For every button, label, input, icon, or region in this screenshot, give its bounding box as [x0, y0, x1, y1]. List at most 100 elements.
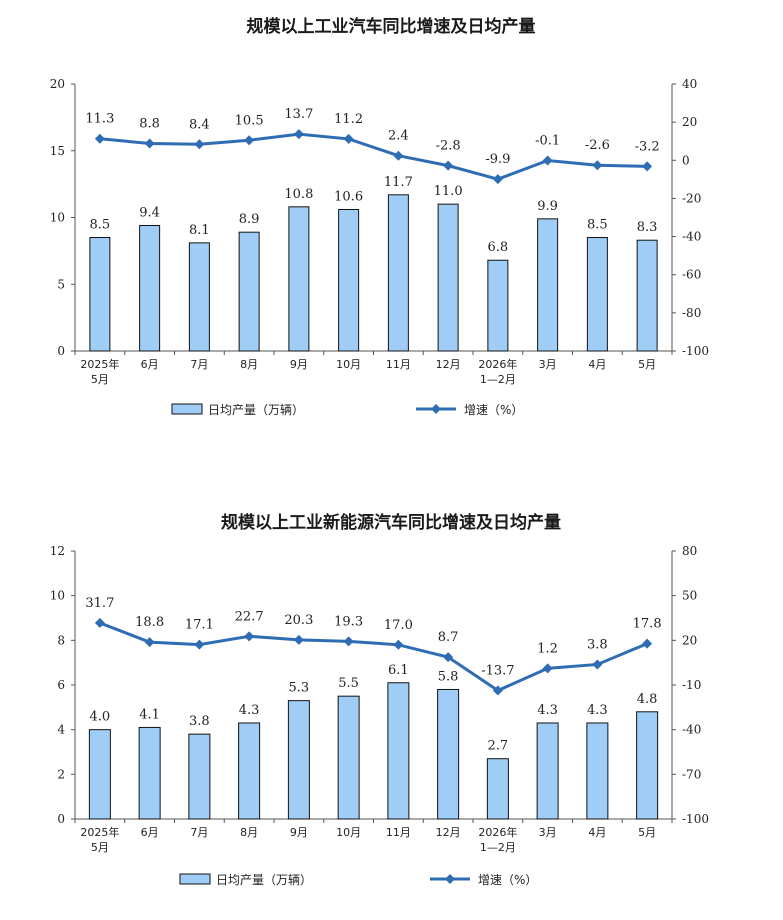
growth-value-label: -2.8 [436, 139, 461, 154]
bar-value-label: 4.3 [239, 703, 260, 718]
category-label: 4月 [588, 826, 606, 839]
bar-value-label: 6.8 [488, 240, 509, 255]
legend-line-label: 增速（%） [478, 873, 537, 887]
left-tick-label: 8 [57, 633, 65, 647]
growth-point [244, 631, 255, 642]
growth-point [94, 133, 105, 144]
bar-value-label: 6.1 [388, 663, 409, 678]
growth-value-label: 11.2 [334, 112, 363, 127]
bar-value-label: 2.7 [488, 739, 509, 754]
bar [287, 700, 310, 820]
category-label: 7月 [190, 358, 208, 371]
legend-line-marker [431, 404, 441, 414]
right-tick-label: -40 [682, 230, 701, 244]
right-tick-label: -10 [682, 678, 701, 692]
growth-point [393, 150, 404, 161]
left-tick-label: 5 [57, 277, 65, 291]
legend-bar-swatch [171, 403, 203, 415]
bar [288, 206, 310, 352]
right-tick-label: 20 [682, 633, 697, 647]
bar [387, 682, 410, 820]
growth-value-label: 19.3 [334, 614, 363, 629]
bar [337, 695, 360, 820]
left-tick-label: 4 [57, 723, 65, 737]
legend-line-marker [445, 874, 455, 884]
growth-point [542, 663, 553, 674]
category-label: 3月 [539, 358, 557, 371]
growth-value-label: 22.7 [235, 609, 264, 624]
growth-line [99, 621, 648, 693]
chart-title: 规模以上工业新能源汽车同比增速及日均产量 [221, 512, 561, 533]
category-label: 5月 [91, 373, 109, 386]
growth-value-label: 1.2 [537, 641, 558, 656]
category-label: 11月 [386, 826, 411, 839]
right-tick-label: -20 [682, 191, 701, 205]
bar-value-label: 4.1 [139, 707, 160, 722]
bar [138, 726, 161, 820]
right-tick-label: 20 [682, 115, 697, 129]
category-label: 10月 [336, 358, 361, 371]
bar-value-label: 8.3 [637, 220, 658, 235]
bar [238, 722, 261, 820]
left-tick-label: 0 [57, 812, 65, 826]
right-tick-label: -70 [682, 767, 701, 781]
category-label: 12月 [436, 826, 461, 839]
category-label: 8月 [240, 358, 258, 371]
growth-value-label: 20.3 [284, 613, 313, 628]
left-tick-label: 12 [50, 544, 65, 558]
bar [536, 722, 559, 820]
category-label: 6月 [141, 826, 159, 839]
growth-value-label: 17.1 [185, 618, 214, 633]
growth-point [343, 133, 354, 144]
growth-point [492, 685, 503, 696]
bar-value-label: 5.5 [338, 676, 359, 691]
growth-point [94, 617, 105, 628]
left-tick-label: 10 [50, 589, 65, 603]
growth-point [194, 139, 205, 150]
bar [338, 208, 360, 352]
bar [188, 242, 210, 352]
bar [487, 259, 509, 352]
bar [437, 688, 460, 820]
chart-title: 规模以上工业汽车同比增速及日均产量 [247, 16, 536, 37]
right-tick-label: -100 [682, 812, 709, 826]
left-tick-label: 10 [50, 211, 65, 225]
category-label: 3月 [539, 826, 557, 839]
bar-value-label: 4.0 [90, 710, 111, 725]
category-label: 10月 [336, 826, 361, 839]
growth-value-label: 17.8 [633, 617, 662, 632]
bar [636, 711, 659, 820]
growth-value-label: -9.9 [485, 152, 510, 167]
category-label: 5月 [638, 826, 656, 839]
bar [486, 758, 509, 820]
growth-value-label: 8.7 [438, 630, 459, 645]
bar-value-label: 4.3 [537, 703, 558, 718]
growth-point [244, 135, 255, 146]
bar [387, 194, 409, 352]
growth-value-label: 2.4 [388, 129, 409, 144]
category-label: 9月 [290, 826, 308, 839]
growth-value-label: 11.3 [85, 112, 114, 127]
category-label: 5月 [91, 841, 109, 854]
category-label: 8月 [240, 826, 258, 839]
bar [586, 237, 608, 352]
bar [188, 733, 211, 820]
bar [89, 237, 111, 352]
growth-value-label: -2.6 [585, 138, 610, 153]
bar-value-label: 10.6 [334, 189, 363, 204]
right-tick-label: -100 [682, 344, 709, 358]
chart-1: 规模以上工业汽车同比增速及日均产量 0 5 10 15 20 -100 -80 -60 -40 -2… [50, 16, 709, 417]
right-tick-label: 40 [682, 77, 697, 91]
bar-value-label: 4.3 [587, 703, 608, 718]
growth-value-label: -13.7 [481, 664, 514, 679]
legend-bar-label: 日均产量（万辆） [208, 403, 304, 417]
category-label: 2026年 [478, 357, 517, 371]
category-label: 1—2月 [480, 373, 516, 386]
growth-point [443, 652, 454, 663]
bar-value-label: 5.8 [438, 669, 459, 684]
right-tick-label: 80 [682, 544, 697, 558]
right-tick-label: -80 [682, 306, 701, 320]
bar [586, 722, 609, 820]
bar-value-label: 11.7 [384, 175, 413, 190]
growth-point [293, 129, 304, 140]
